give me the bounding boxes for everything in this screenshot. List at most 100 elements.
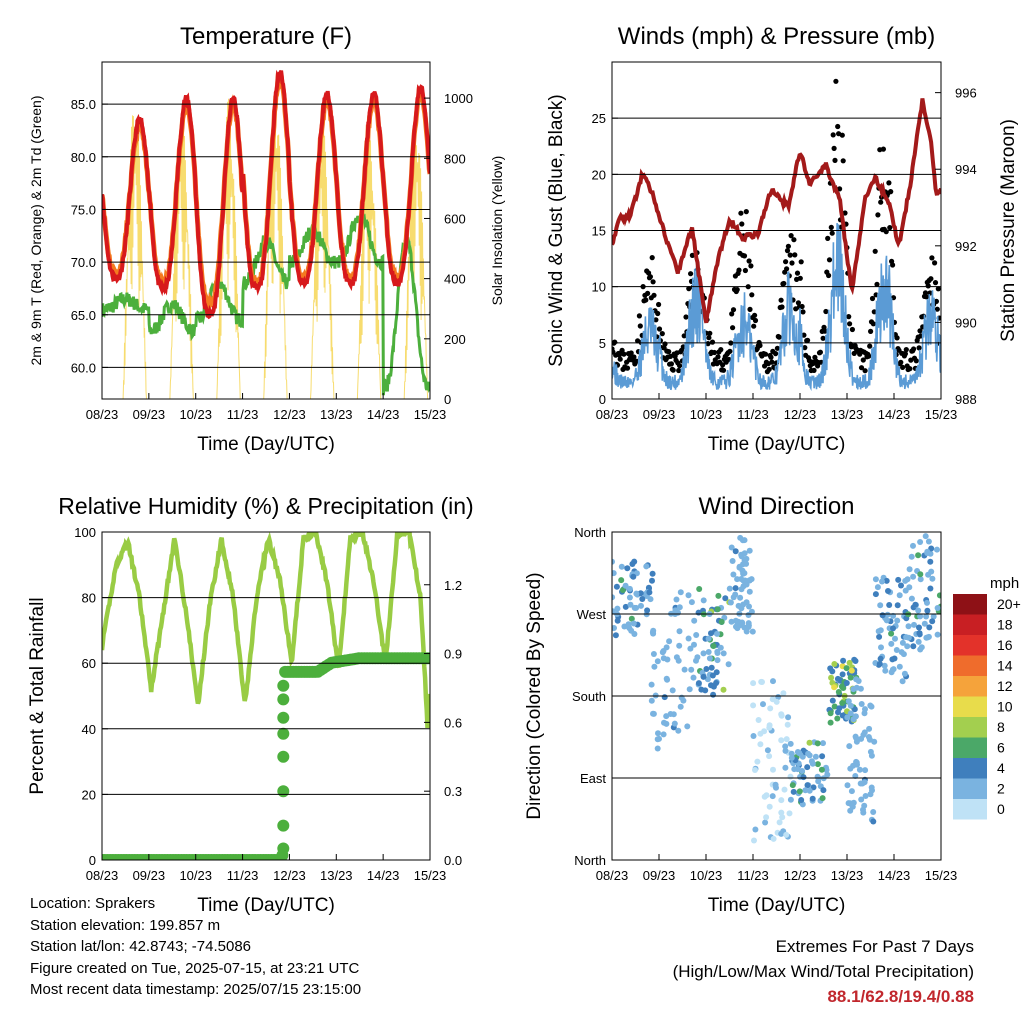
direction-point xyxy=(804,782,811,789)
gust-point xyxy=(887,225,893,231)
gust-point xyxy=(748,263,754,269)
direction-point xyxy=(788,750,795,757)
direction-point xyxy=(661,694,668,701)
direction-points xyxy=(612,533,941,844)
direction-point xyxy=(708,630,714,637)
gust-point xyxy=(872,248,878,254)
y-tick-label: East xyxy=(580,771,606,786)
gust-point xyxy=(788,233,794,239)
gust-point xyxy=(746,258,752,264)
direction-point xyxy=(853,759,860,766)
direction-point xyxy=(677,703,684,710)
x-tick-label: 12/23 xyxy=(273,407,306,422)
direction-point xyxy=(644,607,651,614)
direction-point xyxy=(845,698,852,705)
gust-point xyxy=(868,328,874,334)
direction-point xyxy=(923,613,930,620)
direction-point xyxy=(628,615,635,622)
gust-point xyxy=(656,326,663,332)
gust-point xyxy=(707,330,713,336)
gust-point xyxy=(886,180,892,186)
direction-point xyxy=(741,550,748,557)
direction-point xyxy=(631,604,638,611)
direction-point xyxy=(853,735,860,741)
gust-point xyxy=(916,345,922,351)
direction-point xyxy=(784,721,791,728)
x-axis-label: Time (Day/UTC) xyxy=(708,434,846,455)
gust-point xyxy=(911,346,917,352)
direction-point xyxy=(783,831,790,838)
direction-point xyxy=(770,766,776,773)
gust-point xyxy=(621,351,627,357)
gust-point xyxy=(826,257,833,263)
direction-point xyxy=(725,661,732,668)
direction-point xyxy=(905,634,912,641)
gust-point xyxy=(773,351,779,357)
direction-point xyxy=(781,786,788,793)
direction-point xyxy=(760,701,766,708)
colorbar-label: 14 xyxy=(997,658,1013,674)
direction-point xyxy=(917,571,924,578)
direction-point xyxy=(743,628,750,635)
direction-point xyxy=(761,728,768,735)
x-tick-label: 08/23 xyxy=(596,407,629,422)
direction-point xyxy=(789,782,796,789)
y-tick-label: North xyxy=(574,853,606,868)
direction-point xyxy=(908,553,915,560)
x-tick-label: 14/23 xyxy=(367,868,400,883)
direction-point xyxy=(862,793,869,799)
gust-point xyxy=(729,311,735,317)
colorbar-swatch xyxy=(953,778,987,799)
y2-tick-label: 200 xyxy=(444,332,466,347)
direction-point xyxy=(685,592,692,599)
gust-point xyxy=(830,132,836,138)
gust-point xyxy=(932,280,939,286)
direction-point xyxy=(612,558,615,565)
gust-point xyxy=(797,275,803,281)
direction-point xyxy=(684,723,691,730)
direction-point xyxy=(766,724,773,731)
gust-point xyxy=(768,354,774,360)
direction-point xyxy=(910,573,917,580)
direction-point xyxy=(796,788,803,795)
gust-point xyxy=(870,321,877,327)
direction-point xyxy=(737,594,744,601)
direction-point xyxy=(831,661,838,667)
direction-point xyxy=(877,655,884,662)
colorbar-label: 16 xyxy=(997,637,1013,653)
direction-point xyxy=(710,691,717,698)
station-elevation: Station elevation: 199.857 m xyxy=(30,916,221,934)
colorbar-label: 4 xyxy=(997,760,1005,776)
gust-point xyxy=(720,362,726,368)
x-tick-label: 13/23 xyxy=(320,868,353,883)
colorbar-swatch xyxy=(953,696,987,717)
precip-point xyxy=(277,679,290,692)
gust-point xyxy=(612,339,618,345)
direction-point xyxy=(714,606,721,613)
direction-point xyxy=(929,618,936,625)
direction-point xyxy=(695,609,702,616)
gust-point xyxy=(747,306,753,312)
direction-point xyxy=(705,649,712,655)
direction-point xyxy=(867,791,874,798)
direction-point xyxy=(890,625,896,632)
direction-point xyxy=(839,712,846,719)
direction-point xyxy=(778,809,785,816)
direction-point xyxy=(924,607,931,614)
x-tick-label: 09/23 xyxy=(133,868,166,883)
gust-point xyxy=(668,361,675,367)
direction-point xyxy=(749,628,756,635)
gust-point xyxy=(933,298,940,304)
direction-point xyxy=(755,717,762,723)
direction-point xyxy=(922,533,929,540)
gust-point xyxy=(734,287,740,293)
direction-point xyxy=(782,747,789,754)
direction-point xyxy=(915,607,922,614)
x-tick-label: 11/23 xyxy=(737,407,769,422)
direction-point xyxy=(654,745,661,752)
direction-point xyxy=(714,657,721,664)
x-tick-label: 11/23 xyxy=(737,868,769,883)
direction-point xyxy=(743,599,750,606)
direction-point xyxy=(814,740,821,747)
y-tick-label: 20 xyxy=(82,787,96,802)
